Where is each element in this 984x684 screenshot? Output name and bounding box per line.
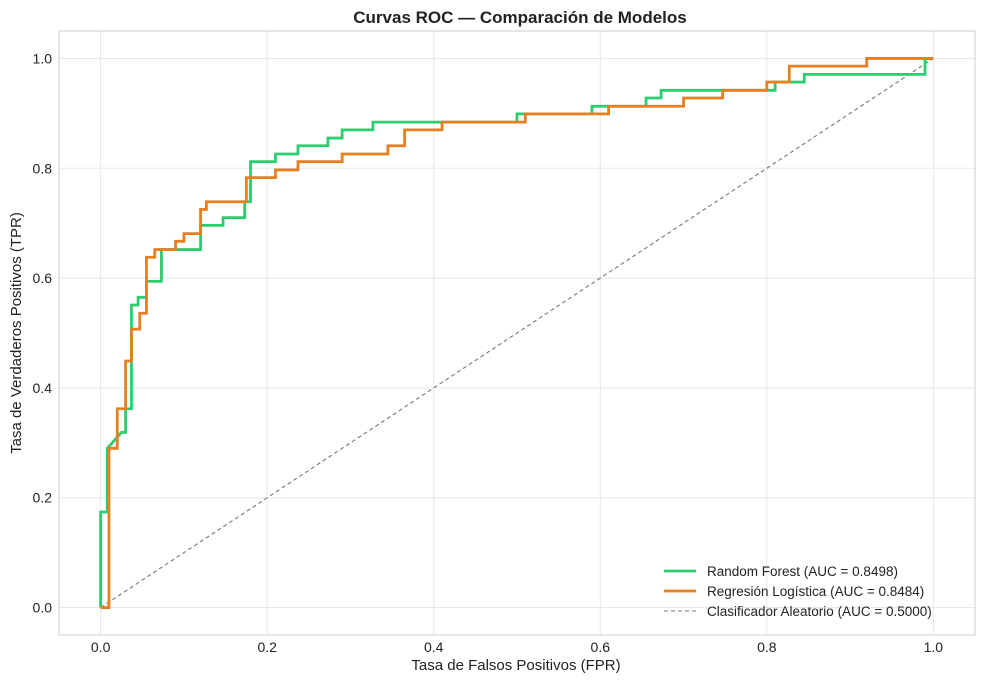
logistic-regression-roc-line xyxy=(100,57,934,609)
legend-entry: Random Forest (AUC = 0.8498) xyxy=(707,564,898,579)
y-tick-label: 0.4 xyxy=(33,380,53,396)
x-tick-label: 0.6 xyxy=(591,639,611,655)
x-axis-label: Tasa de Falsos Positivos (FPR) xyxy=(411,657,620,674)
y-tick-label: 0.2 xyxy=(33,490,53,506)
legend-entry: Clasificador Aleatorio (AUC = 0.5000) xyxy=(707,604,932,619)
y-tick-labels: 0.0 0.2 0.4 0.6 0.8 1.0 xyxy=(33,50,53,615)
chart-title: Curvas ROC — Comparación de Modelos xyxy=(353,8,686,27)
y-axis-label: Tasa de Verdaderos Positivos (TPR) xyxy=(8,212,25,454)
y-tick-label: 0.8 xyxy=(33,160,53,176)
x-tick-label: 0.8 xyxy=(757,639,777,655)
y-tick-label: 0.6 xyxy=(33,270,53,286)
x-tick-labels: 0.0 0.2 0.4 0.6 0.8 1.0 xyxy=(91,639,943,655)
grid-lines xyxy=(59,31,975,635)
series-layer xyxy=(99,57,934,609)
y-tick-label: 1.0 xyxy=(33,50,53,66)
x-tick-label: 0.4 xyxy=(424,639,444,655)
legend-entry: Regresión Logística (AUC = 0.8484) xyxy=(707,584,924,599)
x-tick-label: 0.0 xyxy=(91,639,111,655)
x-tick-label: 0.2 xyxy=(257,639,277,655)
x-tick-label: 1.0 xyxy=(924,639,944,655)
legend: Random Forest (AUC = 0.8498) Regresión Lo… xyxy=(664,564,932,619)
random-forest-roc-line xyxy=(99,57,934,608)
plot-frame xyxy=(58,30,976,636)
random-classifier-line xyxy=(100,57,934,609)
y-tick-label: 0.0 xyxy=(33,600,53,616)
